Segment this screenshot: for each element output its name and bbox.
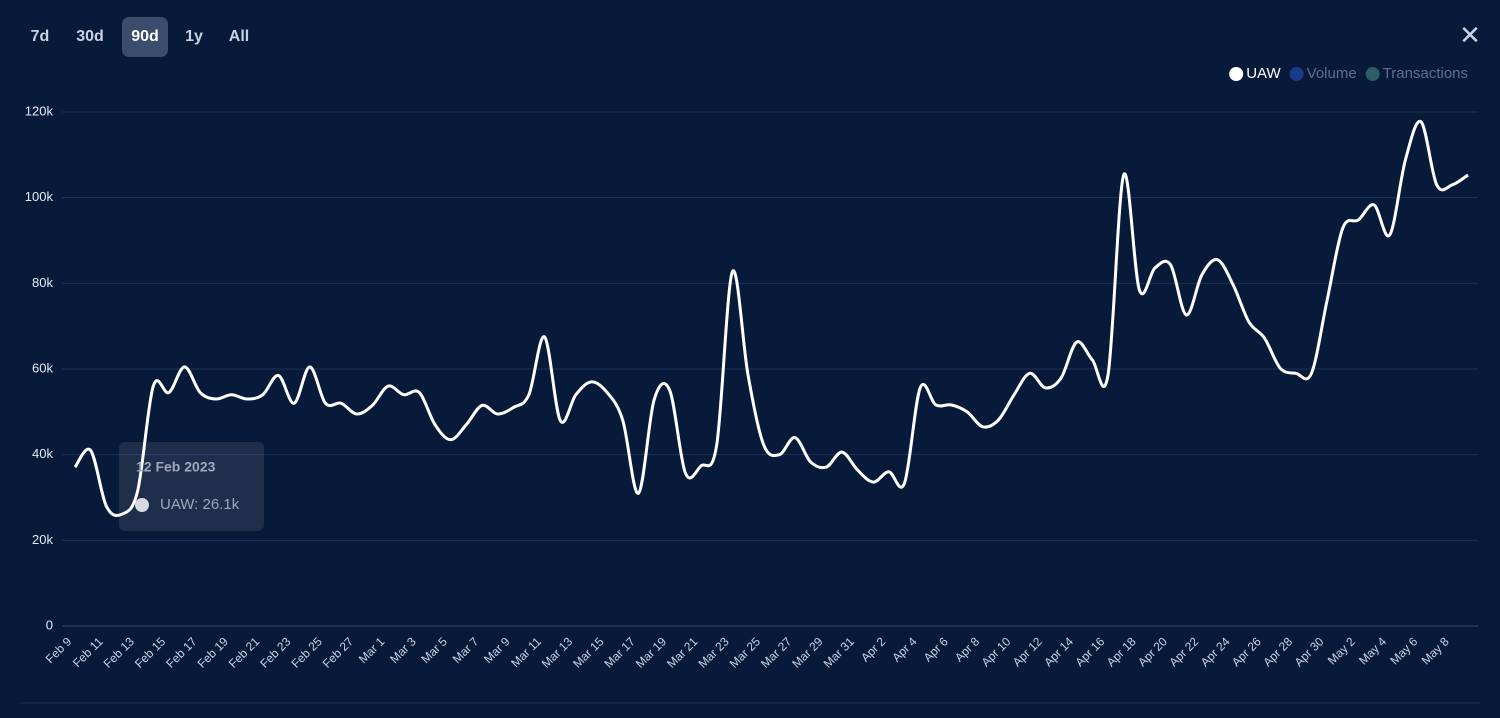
y-tick-label: 0 [46,617,53,632]
range-button[interactable]: 30d [76,28,104,45]
legend-marker [1229,67,1244,81]
range-button[interactable]: 7d [31,28,50,45]
range-button[interactable]: All [229,28,249,45]
y-tick-label: 40k [32,446,53,461]
y-tick-label: 20k [32,532,53,547]
range-button[interactable]: 90d [131,28,159,45]
tooltip: 12 Feb 2023 UAW: 26.1k [119,442,264,531]
range-button-bg [122,17,168,57]
legend-label[interactable]: Transactions [1383,65,1468,82]
legend-label[interactable]: Volume [1307,65,1357,82]
y-tick-label: 60k [32,360,53,375]
tooltip-text: UAW: 26.1k [160,496,240,513]
tooltip-marker [135,498,149,512]
legend-marker [1365,67,1380,81]
y-tick-label: 120k [25,103,54,118]
tooltip-title: 12 Feb 2023 [136,459,216,475]
line [73,120,1469,518]
range-button[interactable]: 1y [185,28,203,45]
legend-label[interactable]: UAW [1246,65,1281,82]
legend-marker [1289,67,1304,81]
close-button[interactable]: ✕ [1459,20,1481,50]
y-tick-label: 80k [32,275,53,290]
tooltip-box [119,442,264,531]
y-tick-label: 100k [25,189,54,204]
